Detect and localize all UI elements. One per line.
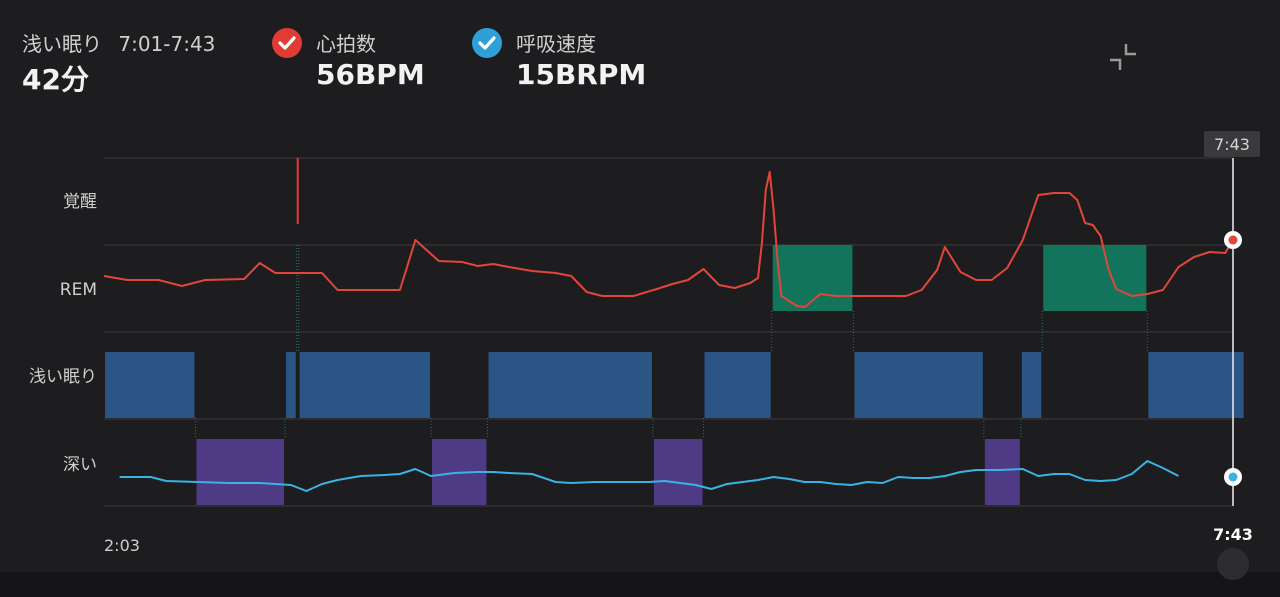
collapse-icon [1110, 44, 1136, 70]
x-axis-end-label: 7:43 [1213, 525, 1253, 544]
x-axis-start-label: 2:03 [104, 536, 140, 555]
heart-rate-value: 56BPM [316, 58, 425, 91]
respiration-label: 呼吸速度 [516, 32, 596, 56]
check-icon [278, 36, 296, 50]
bottom-bar [0, 572, 1280, 597]
stage-label: 浅い眠り [22, 32, 102, 56]
stage-bar-rem [1043, 245, 1147, 311]
check-icon [478, 36, 496, 50]
duration-value: 42分 [22, 63, 89, 96]
stage-bar-light [1148, 352, 1244, 418]
stage-bar-deep [196, 439, 285, 505]
time-range: 7:01-7:43 [118, 32, 216, 56]
y-axis-label: 浅い眠り [29, 367, 97, 387]
cursor-tooltip [1204, 131, 1260, 157]
respiration-line [119, 460, 1179, 492]
stage-bar-light [854, 352, 983, 418]
header: 浅い眠り 7:01-7:43 42分 心拍数 56BPM 呼吸速度 15BRPM [0, 0, 1280, 110]
collapse-button[interactable] [1104, 40, 1144, 74]
stage-bar-light [704, 352, 771, 418]
stage-summary: 浅い眠り 7:01-7:43 [22, 28, 215, 57]
respiration-value: 15BRPM [516, 58, 647, 91]
respiration-marker [1228, 472, 1238, 482]
cursor-time-label: 7:43 [1214, 135, 1250, 154]
stage-bar-light [286, 352, 296, 418]
heart-rate-marker [1228, 235, 1238, 245]
y-axis-label: 覚醒 [63, 192, 97, 212]
stage-bar-deep [984, 439, 1020, 505]
stage-bar-deep [653, 439, 703, 505]
y-axis-label: REM [60, 280, 97, 300]
stage-bar-light [299, 352, 431, 418]
heart-rate-line [103, 171, 1234, 308]
scroll-handle[interactable] [1217, 548, 1249, 580]
respiration-toggle[interactable] [472, 28, 502, 58]
heart-rate-toggle[interactable] [272, 28, 302, 58]
stage-bar-light [105, 352, 195, 418]
stage-bar-light [488, 352, 652, 418]
stage-bar-awake [296, 158, 299, 224]
heart-rate-label: 心拍数 [316, 32, 376, 56]
y-axis-label: 深い [63, 455, 97, 475]
stage-bar-light [1021, 352, 1042, 418]
